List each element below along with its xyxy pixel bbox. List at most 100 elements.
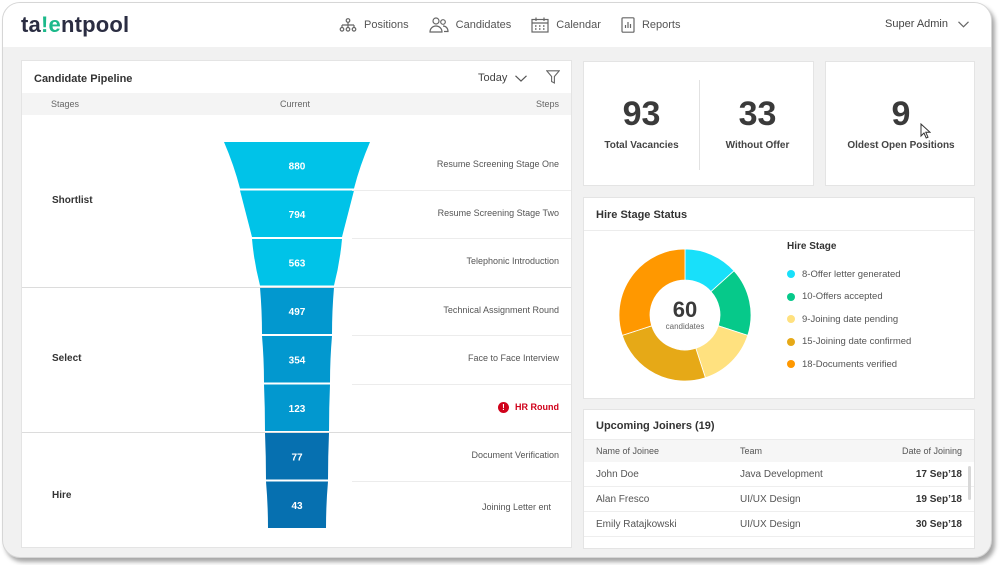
funnel-value: 563	[289, 258, 306, 269]
hire-stage-donut	[618, 248, 752, 382]
app-window: ta!entpool Positions Candidates Calendar…	[2, 2, 992, 558]
nav-label: Calendar	[556, 19, 601, 31]
stage-divider	[22, 286, 571, 288]
stage-label: Shortlist	[52, 194, 93, 206]
table-row[interactable]: Alan Fresco UI/UX Design 19 Sep’18	[584, 487, 974, 512]
column-name: Name of Joinee	[596, 446, 660, 456]
funnel-segment[interactable]	[264, 384, 330, 432]
nav-label: Positions	[364, 19, 409, 31]
donut-slice[interactable]	[621, 325, 706, 382]
without-offer-stat[interactable]: 33 Without Offer	[700, 62, 815, 185]
pipeline-title: Candidate Pipeline	[34, 73, 133, 85]
nav-calendar[interactable]: Calendar	[531, 17, 601, 33]
legend-dot-icon	[787, 270, 795, 279]
step-label[interactable]: Resume Screening Stage Two	[438, 208, 559, 218]
joinee-name: Emily Ratajkowski	[596, 519, 677, 530]
donut-slice[interactable]	[618, 248, 686, 336]
step-label-text: Telephonic Introduction	[466, 256, 559, 267]
nav-positions[interactable]: Positions	[339, 18, 409, 32]
column-current: Current	[280, 99, 311, 109]
legend-label: 10-Offers accepted	[802, 291, 883, 303]
oldest-open-stat[interactable]: 9 Oldest Open Positions	[826, 62, 976, 185]
stage-label: Select	[52, 353, 82, 365]
legend-item[interactable]: 10-Offers accepted	[787, 286, 911, 309]
top-bar: ta!entpool Positions Candidates Calendar…	[3, 3, 991, 47]
main-nav: Positions Candidates Calendar Reports	[339, 3, 680, 47]
org-chart-icon	[339, 18, 357, 32]
funnel-segment[interactable]	[240, 190, 354, 238]
stage-divider	[22, 432, 571, 433]
pipeline-funnel: 880 794 563 497 354 123 77 43	[224, 142, 370, 529]
without-offer-label: Without Offer	[725, 140, 790, 151]
step-label[interactable]: Document Verification	[471, 450, 559, 460]
funnel-segment[interactable]	[260, 287, 334, 335]
step-label-text: Resume Screening Stage One	[436, 159, 559, 170]
joining-date: 19 Sep’18	[915, 494, 962, 505]
funnel-segment[interactable]	[265, 433, 329, 480]
logo-text: ta	[21, 12, 41, 37]
logo-accent: !e	[40, 12, 61, 37]
funnel-value: 880	[289, 161, 306, 172]
period-dropdown[interactable]: Today	[478, 72, 528, 84]
scrollbar[interactable]	[968, 466, 971, 500]
donut-slice[interactable]	[695, 325, 749, 379]
hire-stage-card: Hire Stage Status 60 candidates Hire Sta…	[583, 197, 975, 399]
nav-candidates[interactable]: Candidates	[429, 17, 512, 33]
nav-label: Reports	[641, 19, 681, 31]
total-vacancies-label: Total Vacancies	[604, 140, 679, 151]
step-divider	[352, 335, 571, 336]
step-label[interactable]: ! HR Round	[498, 401, 559, 413]
legend-item[interactable]: 9-Joining date pending	[787, 308, 911, 331]
funnel-segment[interactable]	[266, 481, 328, 529]
joinee-name: John Doe	[596, 469, 639, 480]
step-label[interactable]: Joining Letter ent	[482, 502, 551, 512]
hire-stage-title: Hire Stage Status	[596, 209, 688, 221]
funnel-value: 794	[289, 210, 306, 221]
funnel-value: 497	[289, 307, 306, 318]
legend-item[interactable]: 8-Offer letter generated	[787, 263, 911, 286]
legend-item[interactable]: 18-Documents verified	[787, 353, 911, 376]
oldest-open-label: Oldest Open Positions	[847, 140, 955, 151]
step-label[interactable]: Technical Assignment Round	[443, 305, 559, 315]
chevron-down-icon	[515, 74, 528, 82]
user-name: Super Admin	[885, 18, 948, 30]
joiners-header: Upcoming Joiners (19)	[584, 410, 974, 440]
joiners-table-header: Name of Joinee Team Date of Joining	[584, 440, 974, 462]
oldest-open-value: 9	[891, 95, 911, 133]
funnel-segment[interactable]	[224, 142, 370, 189]
step-label-text: HR Round	[515, 402, 559, 413]
nav-reports[interactable]: Reports	[621, 17, 681, 33]
table-row[interactable]: Emily Ratajkowski UI/UX Design 30 Sep’18	[584, 512, 974, 537]
funnel-segment[interactable]	[252, 239, 342, 286]
legend-label: 15-Joining date confirmed	[802, 336, 912, 348]
donut-center: 60 candidates	[648, 298, 722, 332]
legend-item[interactable]: 15-Joining date confirmed	[787, 331, 911, 354]
funnel-segment[interactable]	[262, 336, 332, 383]
table-row[interactable]: John Doe Java Development 17 Sep’18	[584, 462, 974, 487]
legend-dot-icon	[787, 315, 795, 324]
total-vacancies-stat[interactable]: 93 Total Vacancies	[584, 62, 699, 185]
step-label[interactable]: Resume Screening Stage One	[437, 159, 559, 169]
nav-label: Candidates	[455, 19, 512, 31]
people-icon	[429, 17, 449, 33]
hire-stage-legend: Hire Stage 8-Offer letter generated 10-Of…	[787, 241, 911, 376]
logo[interactable]: ta!entpool	[21, 12, 129, 38]
step-label-text: Joining Letter ent	[481, 501, 551, 512]
filter-icon[interactable]	[546, 70, 560, 84]
alert-icon: !	[498, 401, 509, 413]
pipeline-header: Candidate Pipeline Today	[22, 61, 571, 93]
step-label[interactable]: Telephonic Introduction	[466, 256, 559, 266]
joinee-team: Java Development	[740, 469, 823, 480]
legend-dot-icon	[787, 360, 795, 369]
step-label[interactable]: Face to Face Interview	[468, 353, 559, 363]
step-divider	[352, 189, 571, 191]
step-label-text: Technical Assignment Round	[443, 304, 559, 315]
legend-dot-icon	[787, 337, 795, 346]
legend-title: Hire Stage	[787, 241, 837, 252]
column-team: Team	[740, 446, 763, 456]
step-label-text: Document Verification	[471, 450, 559, 461]
user-menu[interactable]: Super Admin	[885, 18, 969, 30]
column-date: Date of Joining	[901, 446, 962, 456]
joinee-team: UI/UX Design	[740, 494, 801, 505]
step-label-text: Resume Screening Stage Two	[437, 207, 559, 218]
